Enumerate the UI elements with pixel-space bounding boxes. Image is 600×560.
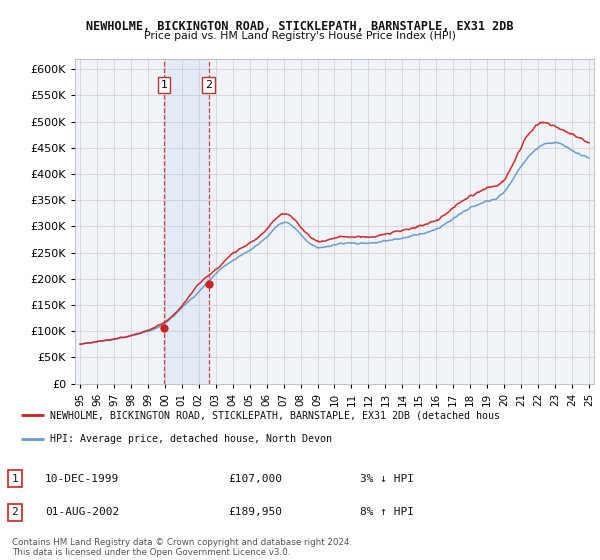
Text: Contains HM Land Registry data © Crown copyright and database right 2024.
This d: Contains HM Land Registry data © Crown c… (12, 538, 352, 557)
Text: NEWHOLME, BICKINGTON ROAD, STICKLEPATH, BARNSTAPLE, EX31 2DB: NEWHOLME, BICKINGTON ROAD, STICKLEPATH, … (86, 20, 514, 32)
Text: 1: 1 (161, 80, 167, 90)
Text: 10-DEC-1999: 10-DEC-1999 (45, 474, 119, 484)
Text: HPI: Average price, detached house, North Devon: HPI: Average price, detached house, Nort… (50, 434, 332, 444)
Text: 1: 1 (11, 474, 19, 484)
Text: Price paid vs. HM Land Registry's House Price Index (HPI): Price paid vs. HM Land Registry's House … (144, 31, 456, 41)
Text: 8% ↑ HPI: 8% ↑ HPI (360, 507, 414, 517)
Text: 2: 2 (11, 507, 19, 517)
Text: 01-AUG-2002: 01-AUG-2002 (45, 507, 119, 517)
Text: 2: 2 (205, 80, 212, 90)
Text: £189,950: £189,950 (228, 507, 282, 517)
Text: £107,000: £107,000 (228, 474, 282, 484)
Bar (164, 59, 209, 384)
Text: NEWHOLME, BICKINGTON ROAD, STICKLEPATH, BARNSTAPLE, EX31 2DB (detached hous: NEWHOLME, BICKINGTON ROAD, STICKLEPATH, … (50, 410, 500, 420)
Text: 3% ↓ HPI: 3% ↓ HPI (360, 474, 414, 484)
